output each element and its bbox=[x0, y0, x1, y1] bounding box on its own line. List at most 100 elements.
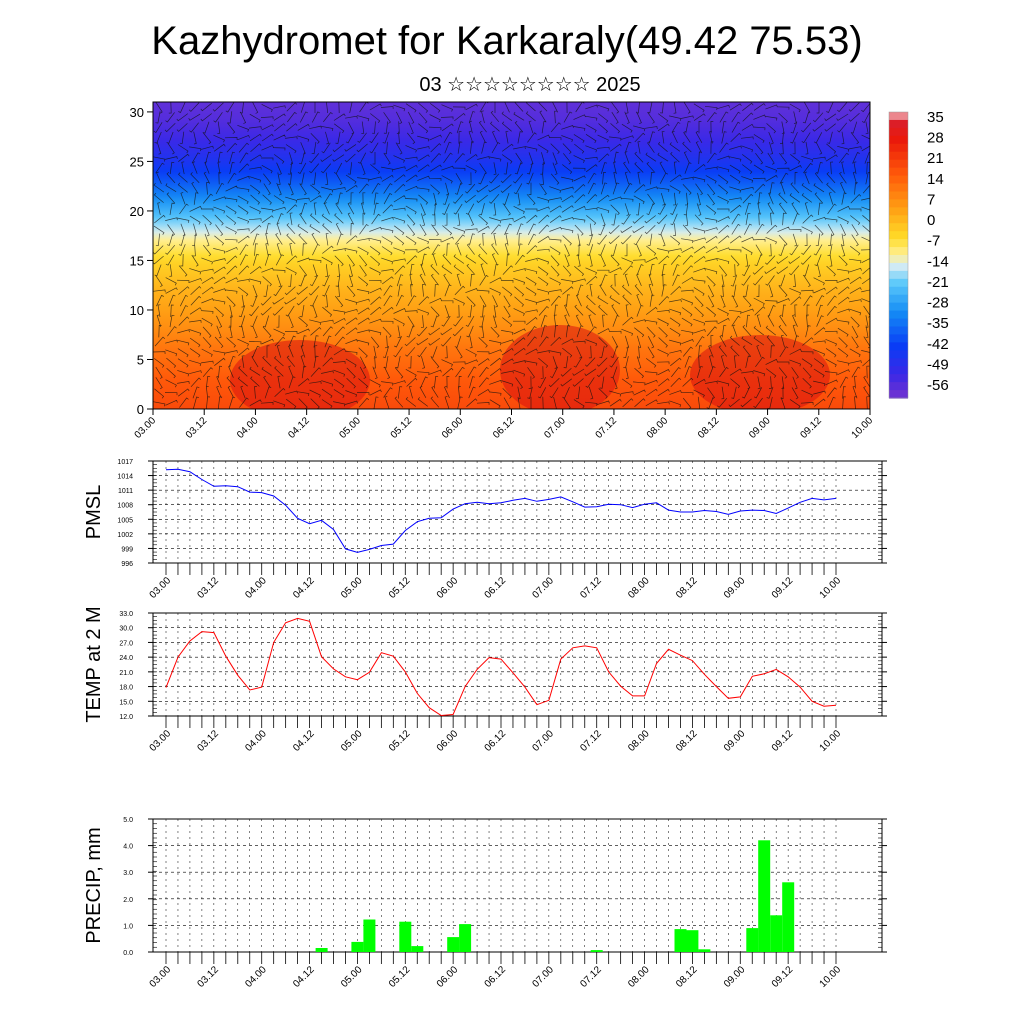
colorbar-swatch bbox=[889, 310, 908, 320]
colorbar-swatch bbox=[889, 270, 908, 280]
y-tick-label: 33.0 bbox=[119, 611, 133, 618]
y-tick-label: 24.0 bbox=[119, 655, 133, 662]
precip-bar bbox=[459, 924, 472, 952]
y-tick-label: 20 bbox=[130, 204, 144, 219]
precip-bar bbox=[746, 928, 759, 952]
y-tick-label: 1.0 bbox=[123, 923, 133, 930]
x-tick-label: 04.00 bbox=[235, 415, 261, 441]
colorbar-swatch bbox=[889, 143, 908, 153]
colorbar-swatch bbox=[889, 175, 908, 185]
colorbar-swatch bbox=[889, 159, 908, 169]
warm-cell bbox=[500, 325, 620, 409]
pmsl-panel: 1017 1014 1011 1008 1005 1002 999 996 03.00 03.12… bbox=[83, 459, 887, 601]
y-tick-label: 3.0 bbox=[123, 870, 133, 877]
colorbar-swatch bbox=[889, 286, 908, 296]
x-tick-label: 05.00 bbox=[339, 575, 365, 601]
colorbar-label: -21 bbox=[927, 274, 949, 291]
colorbar-swatch bbox=[889, 231, 908, 240]
warm-cell bbox=[230, 340, 370, 409]
colorbar-label: -35 bbox=[927, 315, 949, 332]
x-tick-label: 07.12 bbox=[594, 415, 620, 441]
colorbar-label: 7 bbox=[927, 191, 935, 208]
colorbar-swatch bbox=[889, 167, 908, 177]
x-tick-label: 08.00 bbox=[626, 575, 652, 601]
colorbar-frame bbox=[888, 111, 909, 399]
x-tick-label: 04.00 bbox=[243, 575, 269, 601]
colorbar-swatch bbox=[889, 390, 908, 399]
colorbar-label: 0 bbox=[927, 212, 935, 229]
y-tick-label: 5 bbox=[137, 352, 144, 367]
colorbar-swatch bbox=[889, 318, 908, 328]
x-tick-label: 09.12 bbox=[770, 728, 796, 754]
colorbar-swatch bbox=[889, 334, 908, 343]
colorbar-swatch bbox=[889, 239, 908, 248]
colorbar-label: 21 bbox=[927, 150, 944, 167]
x-tick-label: 03.12 bbox=[196, 964, 222, 990]
colorbar-label: -49 bbox=[927, 356, 949, 373]
x-tick-label: 07.12 bbox=[578, 575, 604, 601]
x-tick-label: 08.12 bbox=[674, 728, 700, 754]
colorbar-label: -7 bbox=[927, 233, 940, 250]
precip-bar bbox=[698, 949, 711, 952]
colorbar-swatch bbox=[889, 358, 908, 367]
colorbar-label: -42 bbox=[927, 336, 949, 353]
x-tick-label: 03.00 bbox=[148, 575, 174, 601]
x-tick-label: 10.00 bbox=[818, 964, 844, 990]
x-tick-label: 04.12 bbox=[291, 575, 317, 601]
x-tick-label: 06.12 bbox=[483, 728, 509, 754]
colorbar-swatch bbox=[889, 342, 908, 351]
x-tick-label: 08.12 bbox=[696, 415, 722, 441]
x-tick-label: 04.00 bbox=[243, 728, 269, 754]
warm-cell bbox=[690, 335, 830, 409]
panel-frame bbox=[152, 612, 883, 717]
y-tick-label: 1011 bbox=[118, 488, 133, 495]
y-tick-label: 10 bbox=[130, 303, 144, 318]
colorbar-label: 14 bbox=[927, 171, 944, 188]
x-tick-label: 04.00 bbox=[243, 964, 269, 990]
cross-section-panel: 0 5 10 15 20 25 30 03.00 03.12 04.00 04.12 05.00 05.… bbox=[130, 101, 875, 441]
y-tick-label: 21.0 bbox=[119, 670, 133, 677]
precip-bar bbox=[447, 937, 460, 952]
colorbar-swatch bbox=[889, 247, 908, 256]
x-tick-label: 03.12 bbox=[196, 728, 222, 754]
precip-bar bbox=[363, 919, 376, 952]
y-tick-label: 15 bbox=[130, 253, 144, 268]
y-tick-label: 25 bbox=[130, 154, 144, 169]
x-tick-label: 05.12 bbox=[389, 415, 415, 441]
y-tick-label: 1017 bbox=[117, 459, 133, 466]
y-axis-title: TEMP at 2 M bbox=[83, 606, 105, 722]
colorbar-swatch bbox=[889, 350, 908, 359]
colorbar-swatch bbox=[889, 207, 908, 216]
colorbar-swatch bbox=[889, 326, 908, 336]
precip-bar bbox=[686, 930, 699, 952]
x-tick-label: 08.00 bbox=[645, 415, 671, 441]
colorbar-swatch bbox=[889, 255, 908, 264]
precip-bar bbox=[782, 882, 795, 952]
colorbar-swatch bbox=[889, 127, 908, 137]
precip-bar bbox=[590, 950, 603, 952]
x-tick-label: 05.00 bbox=[338, 415, 364, 441]
precip-bar bbox=[411, 946, 424, 952]
y-tick-label: 15.0 bbox=[119, 699, 133, 706]
x-tick-label: 09.00 bbox=[722, 964, 748, 990]
x-tick-label: 09.00 bbox=[722, 575, 748, 601]
colorbar-swatch bbox=[889, 382, 908, 391]
x-tick-label: 10.00 bbox=[818, 728, 844, 754]
chart-subtitle: 03 ☆☆☆☆☆☆☆☆ 2025 bbox=[419, 74, 640, 96]
temp-series-line bbox=[165, 617, 837, 717]
precip-panel: 5.0 4.0 3.0 2.0 1.0 0.0 03.00 03.12 04.00 04.12 05… bbox=[83, 817, 887, 990]
surface-warm-cells bbox=[230, 325, 830, 409]
precip-bar bbox=[315, 948, 328, 952]
x-tick-label: 08.12 bbox=[674, 575, 700, 601]
x-tick-label: 06.12 bbox=[491, 415, 517, 441]
x-tick-label: 08.00 bbox=[626, 728, 652, 754]
wind-barb-field bbox=[153, 102, 870, 409]
y-tick-label: 2.0 bbox=[123, 897, 133, 904]
y-tick-label: 18.0 bbox=[119, 685, 133, 692]
x-tick-label: 07.00 bbox=[531, 575, 557, 601]
y-tick-label: 999 bbox=[121, 546, 133, 553]
colorbar-label: 35 bbox=[927, 109, 944, 126]
pmsl-series-line bbox=[165, 468, 837, 553]
precip-bar bbox=[770, 915, 783, 952]
